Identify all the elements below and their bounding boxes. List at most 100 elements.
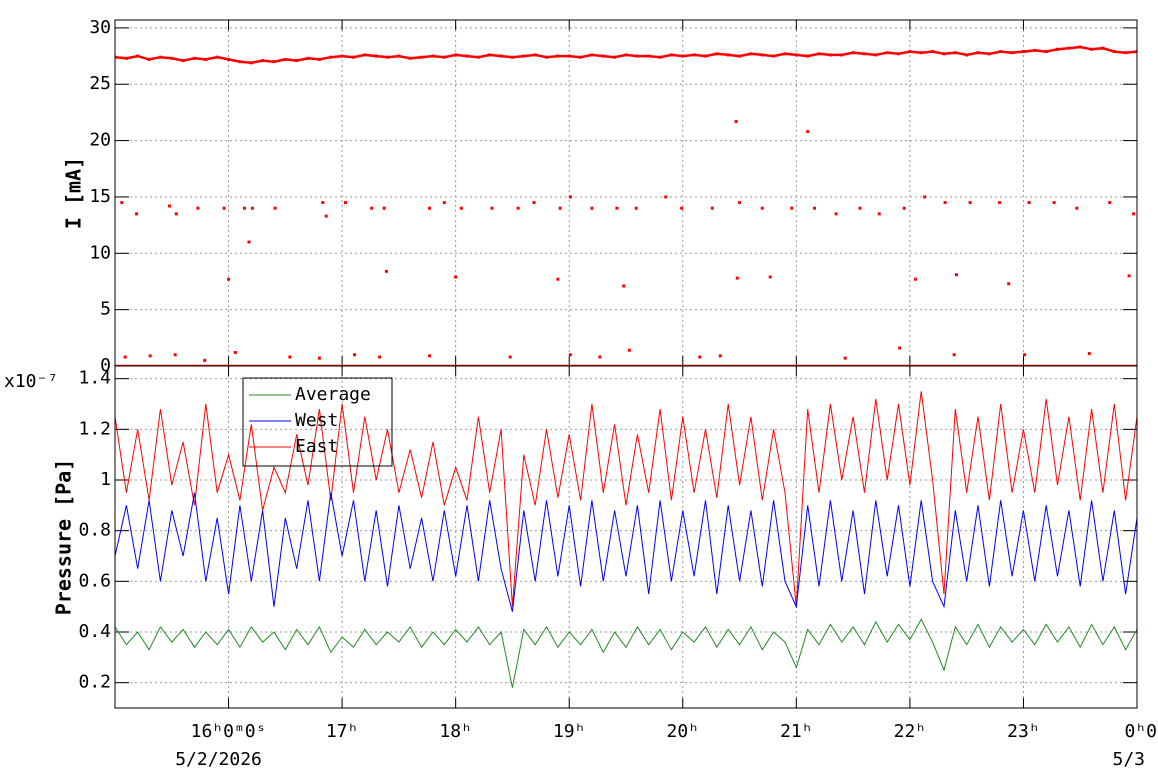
data-point [120, 201, 124, 205]
data-point [1075, 206, 1079, 210]
data-point [196, 206, 200, 210]
data-point [442, 55, 446, 59]
data-point [203, 358, 207, 362]
data-point [431, 54, 435, 58]
frame [114, 365, 1138, 709]
data-point [669, 53, 673, 57]
x-tick-label: 0ʰ0 [1124, 721, 1157, 742]
y-axis-title: I [mA] [62, 157, 86, 229]
y-tick-label: 1 [100, 469, 111, 490]
data-point [273, 206, 277, 210]
data-point [1027, 201, 1031, 205]
y-tick-label: 10 [89, 242, 111, 263]
legend-label: East [295, 436, 338, 457]
data-point [386, 55, 390, 59]
data-point [227, 57, 231, 61]
data-point [1052, 201, 1056, 205]
data-point [123, 355, 127, 359]
data-point [601, 54, 605, 58]
data-point [783, 52, 787, 56]
data-point [952, 353, 956, 357]
data-point [598, 355, 602, 359]
x-tick-label: 22ʰ [894, 721, 927, 742]
data-point [817, 52, 821, 56]
data-point [204, 57, 208, 61]
data-point [454, 53, 458, 57]
data-point [615, 206, 619, 210]
data-point [862, 52, 866, 56]
data-point [174, 212, 178, 216]
series-line [115, 492, 1137, 612]
data-point [242, 206, 246, 210]
data-point [692, 53, 696, 57]
x-tick-label: 23ʰ [1007, 721, 1040, 742]
x-tick-label: 18ʰ [439, 721, 472, 742]
data-point [874, 53, 878, 57]
data-point [295, 59, 299, 63]
data-point [1010, 51, 1014, 55]
data-point [168, 204, 172, 208]
data-point [532, 201, 536, 205]
data-point [1021, 50, 1025, 54]
data-point [374, 54, 378, 58]
data-point [923, 195, 927, 199]
data-point [794, 53, 798, 57]
data-point [465, 54, 469, 58]
data-point [568, 195, 572, 199]
y-tick-label: 1.2 [78, 418, 111, 439]
data-point [943, 201, 947, 205]
data-point [173, 353, 177, 357]
y-axis-title: Pressure [Pa] [52, 459, 76, 616]
data-point [987, 52, 991, 56]
data-point [768, 275, 772, 279]
data-point [942, 52, 946, 56]
data-point [772, 54, 776, 58]
data-point [954, 273, 958, 277]
data-point [680, 206, 684, 210]
data-point [147, 57, 151, 61]
data-point [703, 54, 707, 58]
data-point [885, 51, 889, 55]
data-point [533, 53, 537, 57]
data-point [1087, 352, 1091, 356]
data-point [590, 206, 594, 210]
x-tick-label: 21ʰ [780, 721, 813, 742]
data-point [908, 50, 912, 54]
data-point [384, 269, 388, 273]
data-point [613, 55, 617, 59]
data-point [351, 55, 355, 59]
data-point [834, 212, 838, 216]
data-point [919, 51, 923, 55]
data-point [1112, 50, 1116, 54]
y-tick-label: 0 [100, 355, 111, 376]
data-point [647, 54, 651, 58]
data-point [1132, 212, 1136, 216]
data-point [806, 54, 810, 58]
data-point [556, 54, 560, 58]
data-point [136, 54, 140, 58]
data-point [510, 55, 514, 59]
y-tick-label: 0.4 [78, 621, 111, 642]
data-point [813, 206, 817, 210]
data-point [249, 61, 253, 65]
frame [114, 19, 1138, 367]
data-point [181, 59, 185, 63]
data-point [1044, 50, 1048, 54]
x-tick-label: 19ʰ [553, 721, 586, 742]
data-point [459, 206, 463, 210]
data-point [170, 56, 174, 60]
data-point [843, 356, 847, 360]
data-point [192, 56, 196, 60]
data-point [124, 56, 128, 60]
data-point [420, 55, 424, 59]
data-point [408, 56, 412, 60]
data-point [1101, 46, 1105, 50]
data-point [806, 130, 810, 134]
y-tick-label: 0.8 [78, 520, 111, 541]
data-point [227, 277, 231, 281]
data-point [1033, 48, 1037, 52]
y-tick-label: 25 [89, 73, 111, 94]
data-point [135, 212, 139, 216]
data-point [738, 201, 742, 205]
data-point [428, 354, 432, 358]
